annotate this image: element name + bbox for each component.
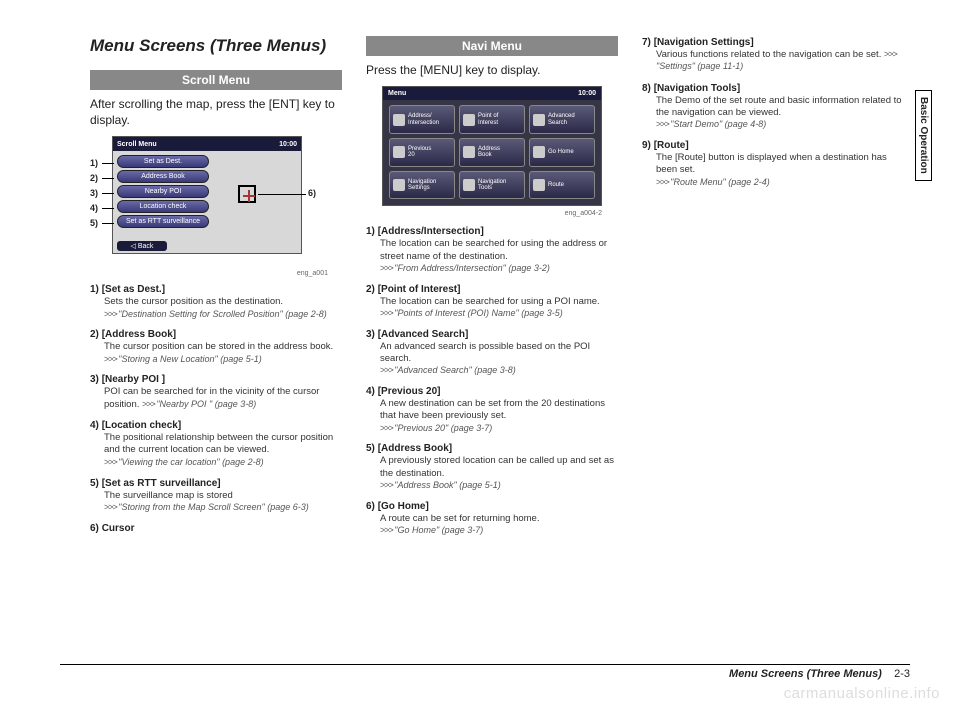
scroll-menu-list: Set as Dest. Address Book Nearby POI Loc… <box>117 155 209 230</box>
navi-button-9[interactable]: Route <box>529 171 595 200</box>
side-tab: Basic Operation <box>915 90 932 181</box>
list-item: 5) [Set as RTT surveillance]The surveill… <box>90 477 342 514</box>
scroll-menu-figure: Scroll Menu 10:00 Set as Dest. Address B… <box>90 136 320 266</box>
scroll-item-5[interactable]: Set as RTT surveillance <box>117 215 209 228</box>
footer-title: Menu Screens (Three Menus) <box>729 668 882 680</box>
column-scroll-menu: Menu Screens (Three Menus) Scroll Menu A… <box>90 36 342 545</box>
footer: Menu Screens (Three Menus) 2-3 <box>60 664 910 680</box>
navi-button-label: AdvancedSearch <box>548 113 575 126</box>
navi-button-icon <box>533 114 545 126</box>
scroll-title-text: Scroll Menu <box>117 141 157 148</box>
list-item: 9) [Route]The [Route] button is displaye… <box>642 139 902 188</box>
callout-6: 6) <box>308 188 316 198</box>
scroll-description-list: 1) [Set as Dest.]Sets the cursor positio… <box>90 283 342 534</box>
navi-button-7[interactable]: NavigationSettings <box>389 171 455 200</box>
navi-button-label: NavigationTools <box>478 179 506 192</box>
scroll-item-1[interactable]: Set as Dest. <box>117 155 209 168</box>
list-item: 2) [Address Book]The cursor position can… <box>90 328 342 365</box>
navi-description-list: 1) [Address/Intersection]The location ca… <box>366 225 618 537</box>
navi-menu-figure: Menu 10:00 Address/Intersection Point ofI… <box>382 86 602 206</box>
navi-button-label: Point ofInterest <box>478 113 498 126</box>
navi-button-4[interactable]: Previous20 <box>389 138 455 167</box>
navi-button-icon <box>393 146 405 158</box>
navi-button-2[interactable]: Point ofInterest <box>459 105 525 134</box>
callout-5: 5) <box>90 218 98 228</box>
navi-button-icon <box>393 114 405 126</box>
scroll-title-time: 10:00 <box>279 141 297 148</box>
list-item: 1) [Set as Dest.]Sets the cursor positio… <box>90 283 342 320</box>
navi-button-1[interactable]: Address/Intersection <box>389 105 455 134</box>
scroll-back-button[interactable]: ◁ Back <box>117 241 167 251</box>
scroll-menu-intro: After scrolling the map, press the [ENT]… <box>90 96 342 128</box>
navi-title-text: Menu <box>388 90 406 97</box>
callout-4: 4) <box>90 203 98 213</box>
col3-description-list: 7) [Navigation Settings]Various function… <box>642 36 902 188</box>
navi-button-label: NavigationSettings <box>408 179 436 192</box>
footer-page: 2-3 <box>894 668 910 680</box>
scroll-titlebar: Scroll Menu 10:00 <box>113 137 301 151</box>
navi-button-label: Go Home <box>548 149 574 155</box>
navi-button-label: Route <box>548 182 564 188</box>
navi-button-icon <box>533 179 545 191</box>
callout-2: 2) <box>90 173 98 183</box>
list-item: 6) Cursor <box>90 522 342 535</box>
column-continued: 7) [Navigation Settings]Various function… <box>642 36 902 545</box>
list-item: 3) [Nearby POI ]POI can be searched for … <box>90 373 342 411</box>
navi-button-label: AddressBook <box>478 146 500 159</box>
callout-1: 1) <box>90 158 98 168</box>
navi-button-5[interactable]: AddressBook <box>459 138 525 167</box>
list-item: 4) [Location check]The positional relati… <box>90 419 342 468</box>
list-item: 7) [Navigation Settings]Various function… <box>642 36 902 74</box>
navi-button-icon <box>463 114 475 126</box>
watermark: carmanualsonline.info <box>784 685 940 702</box>
list-item: 6) [Go Home]A route can be set for retur… <box>366 500 618 537</box>
list-item: 2) [Point of Interest]The location can b… <box>366 283 618 320</box>
callout-3: 3) <box>90 188 98 198</box>
navi-button-label: Address/Intersection <box>408 113 439 126</box>
navi-button-grid: Address/Intersection Point ofInterest Adva… <box>389 105 595 199</box>
navi-button-3[interactable]: AdvancedSearch <box>529 105 595 134</box>
navi-button-8[interactable]: NavigationTools <box>459 171 525 200</box>
navi-button-icon <box>463 146 475 158</box>
navi-button-icon <box>463 179 475 191</box>
navi-button-icon <box>393 179 405 191</box>
columns: Menu Screens (Three Menus) Scroll Menu A… <box>90 36 910 545</box>
scroll-item-3[interactable]: Nearby POI <box>117 185 209 198</box>
list-item: 4) [Previous 20]A new destination can be… <box>366 385 618 434</box>
cursor-indicator <box>238 185 256 203</box>
navi-titlebar: Menu 10:00 <box>383 87 601 100</box>
navi-menu-intro: Press the [MENU] key to display. <box>366 62 618 78</box>
list-item: 8) [Navigation Tools]The Demo of the set… <box>642 82 902 131</box>
navi-button-icon <box>533 146 545 158</box>
navi-title-time: 10:00 <box>578 90 596 97</box>
column-navi-menu: Navi Menu Press the [MENU] key to displa… <box>366 36 618 545</box>
scroll-fig-caption: eng_a001 <box>90 270 328 277</box>
scroll-menu-screenshot: Scroll Menu 10:00 Set as Dest. Address B… <box>112 136 302 254</box>
navi-menu-heading: Navi Menu <box>366 36 618 56</box>
list-item: 5) [Address Book]A previously stored loc… <box>366 442 618 491</box>
page-title: Menu Screens (Three Menus) <box>90 36 342 56</box>
navi-fig-caption: eng_a004-2 <box>366 210 602 217</box>
list-item: 3) [Advanced Search]An advanced search i… <box>366 328 618 377</box>
navi-button-6[interactable]: Go Home <box>529 138 595 167</box>
navi-button-label: Previous20 <box>408 146 431 159</box>
scroll-item-4[interactable]: Location check <box>117 200 209 213</box>
page: Basic Operation Menu Screens (Three Menu… <box>0 0 960 708</box>
list-item: 1) [Address/Intersection]The location ca… <box>366 225 618 274</box>
scroll-menu-heading: Scroll Menu <box>90 70 342 90</box>
scroll-item-2[interactable]: Address Book <box>117 170 209 183</box>
